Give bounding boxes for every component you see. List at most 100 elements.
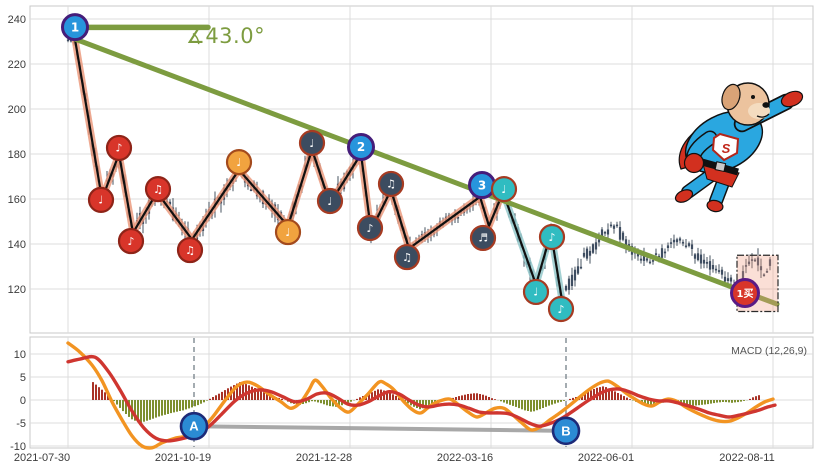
candle-body — [606, 229, 610, 235]
macd-histogram-bar — [254, 388, 256, 400]
macd-histogram-bar — [329, 400, 331, 407]
candle-body — [648, 261, 652, 264]
macd-histogram-bar — [479, 394, 481, 400]
macd-histogram-bar — [347, 400, 349, 403]
macd-histogram-bar — [263, 392, 265, 400]
macd-histogram-bar — [608, 388, 610, 400]
macd-histogram-bar — [653, 400, 655, 406]
marker-label: 1 — [71, 20, 79, 34]
mascot-eye — [751, 95, 755, 99]
macd-histogram-bar — [722, 400, 724, 402]
macd-histogram-bar — [734, 400, 736, 403]
candle-body — [615, 224, 619, 227]
macd-histogram-bar — [392, 394, 394, 400]
macd-y-tick-label: -5 — [16, 418, 26, 430]
marker-navy-♩ — [316, 187, 344, 215]
macd-histogram-bar — [281, 398, 283, 400]
candle-body — [744, 265, 748, 267]
marker-navy-♬ — [469, 224, 497, 252]
macd-histogram-bar — [527, 400, 529, 411]
candle-body — [66, 39, 70, 42]
macd-histogram-bar — [515, 400, 517, 407]
macd-histogram-bar — [119, 400, 121, 408]
macd-histogram-bar — [467, 394, 469, 400]
candle-body — [759, 266, 763, 271]
marker-cyan-♩ — [522, 278, 550, 306]
macd-histogram-bar — [731, 400, 733, 403]
x-axis-tick-label: 2022-03-16 — [437, 452, 493, 464]
marker-navy-♫ — [377, 170, 405, 198]
marker-red-♪ — [117, 227, 145, 255]
candle-body — [765, 271, 769, 273]
macd-histogram-bar — [740, 400, 742, 402]
macd-histogram-bar — [530, 400, 532, 412]
candle-body — [768, 259, 772, 266]
macd-histogram-bar — [617, 393, 619, 400]
candle-body — [597, 239, 601, 243]
macd-histogram-bar — [458, 396, 460, 400]
marker-label: 1买 — [737, 288, 754, 300]
macd-histogram-bar — [611, 389, 613, 400]
marker-label: ♪ — [127, 235, 134, 248]
candle-body — [621, 232, 625, 240]
macd-histogram-bar — [704, 400, 706, 405]
macd-histogram-bar — [407, 400, 409, 404]
marker-label: ♪ — [548, 231, 555, 244]
macd-histogram-bar — [194, 400, 196, 407]
candle-body — [663, 251, 667, 254]
candle-body — [573, 269, 577, 281]
macd-histogram-bar — [317, 400, 319, 403]
candle-body — [582, 252, 586, 257]
candle-body — [651, 260, 655, 262]
candle-body — [684, 245, 688, 248]
mascot-buckle — [714, 161, 727, 173]
marker-red-♩ — [87, 186, 115, 213]
macd-histogram-bar — [98, 387, 100, 400]
macd-y-tick-label: -10 — [10, 441, 26, 453]
candle-body — [579, 266, 583, 269]
macd-histogram-bar — [494, 399, 496, 400]
macd-histogram-bar — [464, 394, 466, 400]
point-a-marker-label: A — [189, 419, 199, 434]
candle-body — [570, 274, 574, 286]
macd-histogram-bar — [455, 397, 457, 400]
candle-body — [720, 269, 724, 275]
macd-histogram-bar — [269, 394, 271, 400]
candle-body — [711, 265, 715, 270]
macd-histogram-bar — [266, 393, 268, 400]
marker-buy-1买 — [730, 278, 760, 309]
marker-label: ♪ — [366, 222, 373, 235]
macd-histogram-bar — [644, 400, 646, 405]
axis-tick-labels: 240 220 200 180 160 140 120 10 5 0 -5 -102021-07-30… — [8, 14, 775, 464]
candle-body — [456, 217, 460, 219]
macd-histogram-bar — [563, 400, 565, 401]
macd-histogram-bar — [221, 391, 223, 400]
macd-histogram-bar — [470, 393, 472, 400]
candle-body — [753, 259, 757, 262]
macd-histogram-bar — [368, 393, 370, 400]
macd-histogram-bar — [260, 390, 262, 400]
marker-label: ♫ — [185, 244, 195, 257]
mascot-fist — [683, 152, 705, 174]
macd-histogram-bar — [323, 400, 325, 405]
a-b-connector-line — [193, 424, 567, 433]
candle-body — [666, 245, 670, 248]
marker-orange-♩ — [225, 149, 253, 176]
macd-histogram-bar — [686, 400, 688, 405]
macd-histogram-bar — [95, 384, 97, 400]
x-axis-tick-label: 2021-07-30 — [14, 452, 70, 464]
candle-body — [681, 241, 685, 244]
macd-histogram-bar — [170, 400, 172, 414]
marker-label: ♩ — [501, 183, 506, 196]
macd-histogram-bar — [311, 400, 313, 402]
macd-histogram-bar — [542, 400, 544, 408]
macd-histogram-bar — [398, 397, 400, 400]
macd-histogram-bar — [350, 400, 352, 402]
price-y-tick-label: 120 — [8, 284, 26, 296]
macd-histogram-bar — [116, 400, 118, 405]
macd-histogram-bar — [476, 393, 478, 400]
marker-cyan-♪ — [538, 223, 566, 251]
macd-histogram-bar — [125, 400, 127, 414]
